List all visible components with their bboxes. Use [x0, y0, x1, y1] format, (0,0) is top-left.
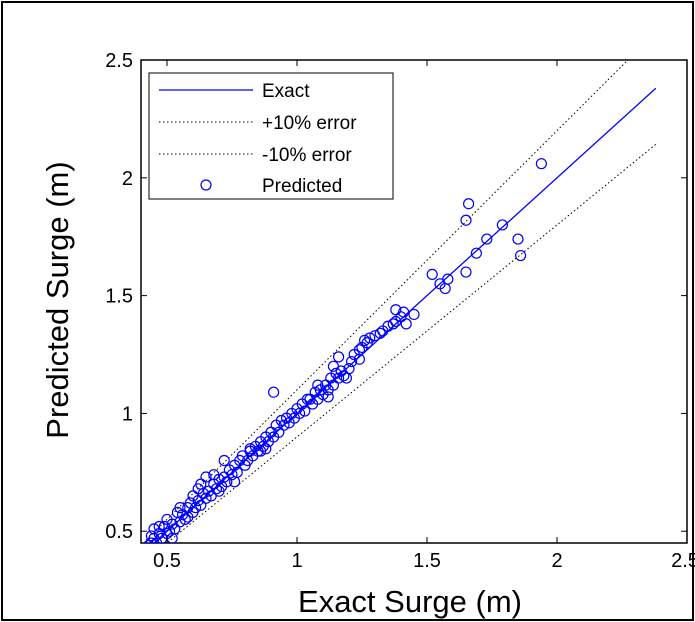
x-tick-label: 1	[291, 550, 302, 572]
x-axis-label: Exact Surge (m)	[298, 584, 522, 619]
predicted-point	[179, 513, 191, 526]
predicted-point	[460, 214, 472, 226]
predicted-point	[333, 372, 345, 384]
predicted-point	[408, 308, 420, 321]
exact-line	[153, 87, 657, 543]
predicted-point	[359, 334, 371, 346]
axis-ticks: 0.5 1 1.5 2 2.5 0.5 1 1.5 2 2.5	[105, 50, 695, 572]
y-tick-label: 0.5	[105, 521, 133, 543]
predicted-point	[312, 379, 324, 391]
predicted-point	[442, 273, 454, 285]
predicted-point	[400, 318, 412, 330]
predicted-point	[333, 351, 345, 363]
predicted-point	[200, 471, 212, 483]
legend-minus10-label: -10% error	[262, 145, 352, 166]
predicted-point	[268, 386, 280, 398]
predicted-point	[426, 268, 438, 281]
x-tick-label: 2.5	[671, 550, 695, 572]
predicted-point	[164, 525, 176, 537]
x-tick-label: 1.5	[413, 550, 441, 572]
predicted-point	[463, 198, 475, 210]
predicted-point	[161, 513, 173, 526]
predicted-point	[190, 502, 202, 514]
predicted-point	[208, 469, 220, 481]
predicted-point	[200, 492, 212, 504]
predicted-points	[143, 158, 548, 543]
x-tick-label: 0.5	[153, 550, 181, 572]
predicted-point	[387, 318, 399, 330]
predicted-point	[398, 306, 410, 318]
predicted-point	[213, 485, 225, 497]
predicted-point	[353, 353, 365, 365]
minus-10-error-line	[166, 143, 657, 543]
predicted-point	[301, 393, 313, 405]
predicted-point	[153, 520, 165, 533]
predicted-point	[374, 327, 386, 339]
legend-box	[148, 72, 394, 200]
y-axis-label: Predicted Surge (m)	[40, 161, 75, 438]
predicted-point	[364, 332, 376, 344]
legend-exact-label: Exact	[262, 81, 310, 102]
predicted-point	[340, 372, 352, 384]
predicted-point	[218, 454, 230, 467]
legend-predicted-marker	[200, 179, 212, 191]
predicted-point	[244, 443, 256, 455]
predicted-point	[192, 483, 204, 495]
predicted-point	[535, 158, 548, 170]
predicted-point	[255, 445, 267, 457]
predicted-point	[299, 405, 311, 417]
predicted-point	[327, 360, 339, 372]
reference-lines	[145, 60, 657, 543]
predicted-point	[260, 443, 272, 455]
predicted-point	[174, 502, 186, 514]
predicted-point	[145, 537, 157, 543]
predicted-point	[390, 304, 402, 316]
y-tick-label: 1.5	[105, 286, 133, 308]
predicted-point	[512, 233, 524, 245]
predicted-point	[514, 249, 527, 262]
predicted-point	[496, 219, 508, 231]
predicted-point	[145, 530, 157, 542]
legend: Exact +10% error -10% error Predicted	[148, 72, 394, 200]
predicted-point	[322, 391, 334, 403]
predicted-point	[481, 233, 493, 245]
predicted-point	[148, 523, 160, 535]
predicted-point	[460, 266, 472, 278]
predicted-point	[182, 511, 194, 523]
y-tick-label: 2.5	[105, 50, 133, 72]
predicted-point	[309, 386, 321, 398]
predicted-point	[346, 355, 358, 368]
predicted-point	[278, 419, 290, 431]
y-tick-label: 2	[122, 168, 133, 190]
x-tick-label: 2	[551, 550, 562, 572]
y-tick-label: 1	[122, 403, 133, 425]
legend-predicted-label: Predicted	[262, 176, 342, 197]
legend-plus10-label: +10% error	[262, 113, 357, 134]
plus-10-error-line	[145, 60, 628, 541]
predicted-point	[470, 247, 482, 259]
predicted-point	[229, 476, 241, 488]
